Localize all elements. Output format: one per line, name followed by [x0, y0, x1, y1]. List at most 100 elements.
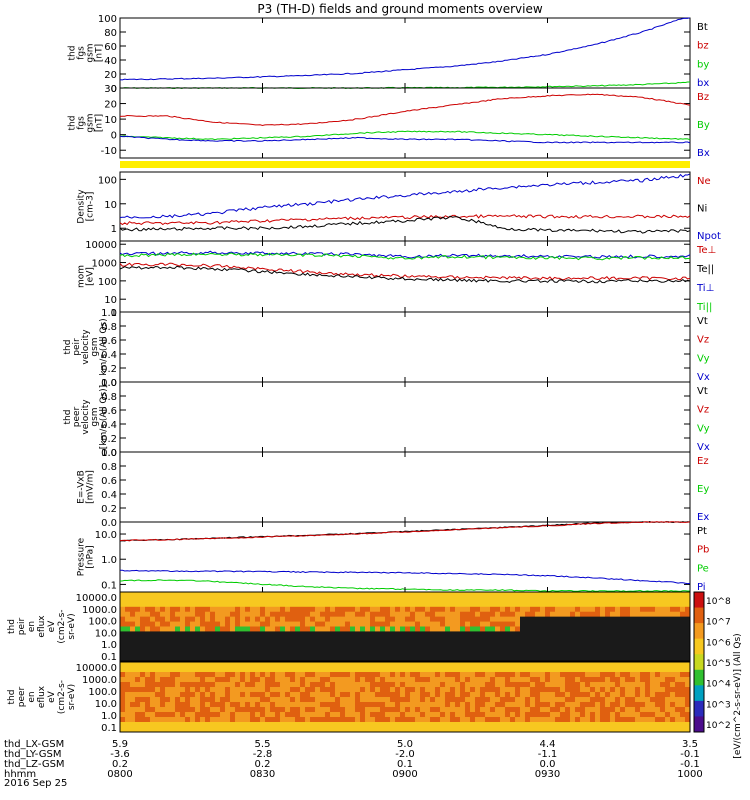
spectrogram-cell [410, 662, 416, 668]
spectrogram-cell [280, 722, 286, 728]
spectrogram-cell [500, 677, 506, 683]
spectrogram-cell [165, 656, 171, 662]
spectrogram-cell [585, 641, 591, 647]
spectrogram-cell [655, 621, 661, 627]
spectrogram-cell [320, 667, 326, 673]
date-label: 2016 Sep 25 [4, 778, 67, 789]
spectrogram-cell [560, 717, 566, 723]
spectrogram-cell [600, 707, 606, 713]
spectrogram-cell [275, 702, 281, 708]
spectrogram-cell [270, 727, 276, 733]
spectrogram-cell [205, 702, 211, 708]
spectrogram-cell [535, 712, 541, 718]
spectrogram-cell [280, 631, 286, 637]
spectrogram-cell [415, 692, 421, 698]
spectrogram-cell [350, 616, 356, 623]
spectrogram-cell [140, 592, 146, 598]
spectrogram-cell [510, 722, 516, 728]
spectrogram-cell [470, 697, 476, 703]
legend-entry: By [697, 120, 710, 131]
spectrogram-cell [390, 677, 396, 683]
spectrogram-cell [190, 692, 196, 698]
y-axis-label: [eV] [86, 267, 96, 286]
spectrogram-cell [255, 662, 261, 668]
spectrogram-cell [225, 626, 231, 632]
spectrogram-cell [175, 662, 181, 668]
spectrogram-cell [290, 636, 296, 642]
spectrogram-cell [455, 656, 461, 662]
spectrogram-cell [350, 662, 356, 668]
spectrogram-cell [300, 697, 306, 703]
spectrogram-cell [490, 692, 496, 698]
spectrogram-cell [165, 606, 171, 613]
spectrogram-cell [460, 646, 466, 652]
spectrogram-cell [320, 611, 326, 618]
spectrogram-cell [275, 662, 281, 668]
spectrogram-cell [280, 702, 286, 708]
spectrogram-cell [630, 592, 636, 598]
spectrogram-cell [380, 692, 386, 698]
spectrogram-cell [325, 667, 331, 673]
spectrogram-cell [685, 592, 691, 598]
spectrogram-cell [135, 717, 141, 723]
spectrogram-cell [205, 601, 211, 608]
spectrogram-cell [175, 656, 181, 662]
spectrogram-cell [135, 672, 141, 678]
spectrogram-cell [630, 641, 636, 647]
spectrogram-cell [350, 712, 356, 718]
spectrogram-cell [160, 692, 166, 698]
spectrogram-cell [645, 651, 651, 657]
spectrogram-cell [210, 682, 216, 688]
spectrogram-cell [310, 727, 316, 733]
spectrogram-cell [545, 641, 551, 647]
spectrogram-cell [425, 636, 431, 642]
spectrogram-cell [355, 626, 361, 632]
spectrogram-cell [530, 601, 536, 608]
spectrogram-cell [540, 641, 546, 647]
spectrogram-cell [405, 611, 411, 618]
spectrogram-cell [395, 626, 401, 632]
spectrogram-cell [350, 646, 356, 652]
spectrogram-cell [425, 621, 431, 627]
spectrogram-cell [335, 717, 341, 723]
spectrogram-cell [415, 687, 421, 693]
spectrogram-cell [505, 621, 511, 627]
spectrogram-cell [400, 601, 406, 608]
spectrogram-cell [150, 592, 156, 598]
spectrogram-cell [625, 631, 631, 637]
spectrogram-cell [545, 621, 551, 627]
spectrogram-cell [650, 656, 656, 662]
spectrogram-cell [380, 672, 386, 678]
spectrogram-cell [350, 707, 356, 713]
spectrogram-cell [495, 722, 501, 728]
spectrogram-cell [240, 601, 246, 608]
spectrogram-cell [580, 656, 586, 662]
spectrogram-cell [295, 682, 301, 688]
spectrogram-cell [525, 702, 531, 708]
y-tick-label: 0.6 [101, 476, 117, 487]
spectrogram-cell [380, 656, 386, 662]
spectrogram-cell [430, 592, 436, 598]
spectrogram-cell [260, 662, 266, 668]
spectrogram-cell [195, 601, 201, 608]
spectrogram-cell [505, 662, 511, 668]
spectrogram-cell [255, 631, 261, 637]
spectrogram-cell [495, 611, 501, 618]
spectrogram-cell [655, 636, 661, 642]
spectrogram-cell [670, 727, 676, 733]
spectrogram-cell [385, 672, 391, 678]
spectrogram-cell [555, 651, 561, 657]
spectrogram-cell [685, 646, 691, 652]
spectrogram-cell [650, 667, 656, 673]
spectrogram-cell [155, 682, 161, 688]
spectrogram-cell [545, 687, 551, 693]
spectrogram-cell [385, 687, 391, 693]
spectrogram-cell [605, 651, 611, 657]
spectrogram-cell [600, 651, 606, 657]
spectrogram-cell [615, 667, 621, 673]
spectrogram-cell [255, 611, 261, 618]
y-axis-label: eV [47, 620, 57, 633]
spectrogram-cell [440, 606, 446, 613]
spectrogram-cell [155, 606, 161, 613]
spectrogram-cell [170, 667, 176, 673]
